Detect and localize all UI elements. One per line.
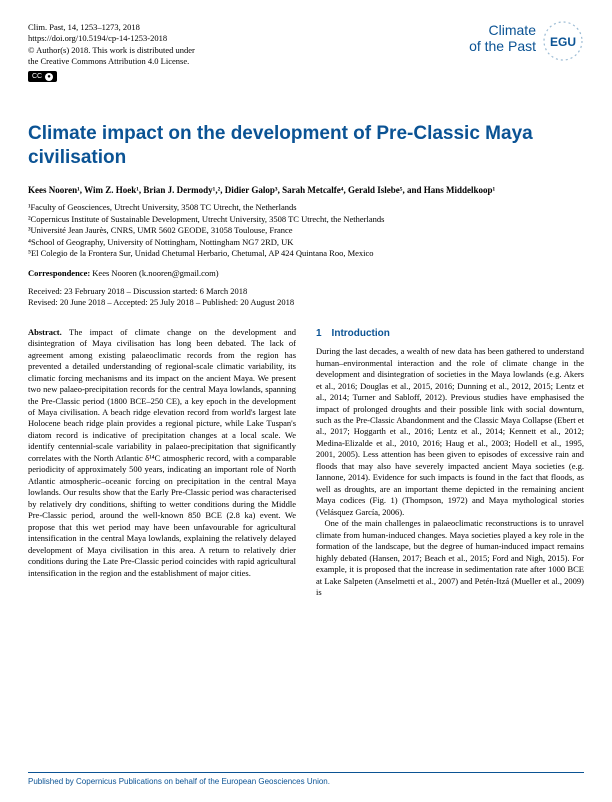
section-1-body: During the last decades, a wealth of new… [316, 346, 584, 598]
journal-brand: Climate of the Past EGU [469, 22, 584, 54]
correspondence-label: Correspondence: [28, 268, 90, 278]
abstract-label: Abstract. [28, 327, 62, 337]
dates-line-1: Received: 23 February 2018 – Discussion … [28, 286, 584, 297]
correspondence-value: Kees Nooren (k.nooren@gmail.com) [92, 268, 218, 278]
publication-dates: Received: 23 February 2018 – Discussion … [0, 278, 612, 309]
doi-line: https://doi.org/10.5194/cp-14-1253-2018 [28, 33, 195, 44]
journal-name-line2: of the Past [469, 38, 536, 54]
affiliation-4: ⁴School of Geography, University of Nott… [28, 237, 584, 248]
body-columns: Abstract. The impact of climate change o… [0, 309, 612, 599]
cc-label: CC [32, 73, 42, 80]
affiliations-block: ¹Faculty of Geosciences, Utrecht Univers… [0, 196, 612, 259]
affiliation-1: ¹Faculty of Geosciences, Utrecht Univers… [28, 202, 584, 213]
affiliation-5: ⁵El Colegio de la Frontera Sur, Unidad C… [28, 248, 584, 259]
cc-license-badge: CC ● [28, 71, 57, 82]
license-line: the Creative Commons Attribution 4.0 Lic… [28, 56, 195, 67]
right-column: 1 Introduction During the last decades, … [316, 327, 584, 599]
correspondence-line: Correspondence: Kees Nooren (k.nooren@gm… [0, 260, 612, 278]
section-1-heading: 1 Introduction [316, 327, 584, 341]
citation-line: Clim. Past, 14, 1253–1273, 2018 [28, 22, 195, 33]
journal-name-line1: Climate [469, 22, 536, 38]
copyright-line: © Author(s) 2018. This work is distribut… [28, 45, 195, 56]
page-footer: Published by Copernicus Publications on … [28, 772, 584, 786]
article-title: Climate impact on the development of Pre… [28, 122, 584, 170]
header-meta: Clim. Past, 14, 1253–1273, 2018 https://… [28, 22, 195, 82]
svg-text:EGU: EGU [550, 35, 576, 49]
title-block: Climate impact on the development of Pre… [0, 82, 612, 184]
affiliation-3: ³Université Jean Jaurès, CNRS, UMR 5602 … [28, 225, 584, 236]
authors-text: Kees Nooren¹, Wim Z. Hoek¹, Brian J. Der… [28, 185, 495, 195]
abstract-body: The impact of climate change on the deve… [28, 327, 296, 578]
left-column: Abstract. The impact of climate change o… [28, 327, 296, 599]
page-header: Clim. Past, 14, 1253–1273, 2018 https://… [0, 0, 612, 82]
dates-line-2: Revised: 20 June 2018 – Accepted: 25 Jul… [28, 297, 584, 308]
author-list: Kees Nooren¹, Wim Z. Hoek¹, Brian J. Der… [0, 184, 612, 197]
cc-person-icon: ● [45, 73, 53, 81]
affiliation-2: ²Copernicus Institute of Sustainable Dev… [28, 214, 584, 225]
footer-text: Published by Copernicus Publications on … [28, 777, 330, 786]
egu-logo-icon: EGU [542, 20, 584, 62]
